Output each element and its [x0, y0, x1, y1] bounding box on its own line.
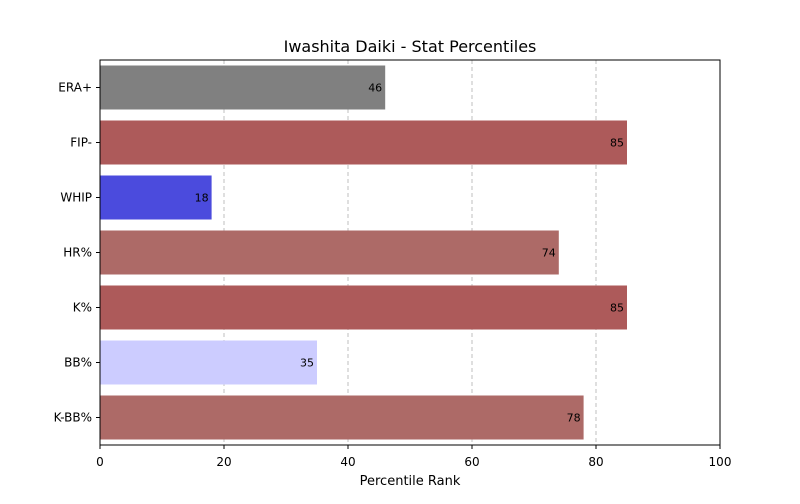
- y-tick-label: WHIP: [60, 191, 92, 205]
- chart-title: Iwashita Daiki - Stat Percentiles: [284, 37, 537, 56]
- bar-era: [100, 65, 386, 110]
- x-tick-label: 40: [340, 455, 355, 469]
- bar-value-label: 46: [368, 82, 382, 95]
- y-tick-label: K%: [73, 301, 92, 315]
- x-tick-label: 80: [588, 455, 603, 469]
- bar-value-label: 85: [610, 137, 624, 150]
- bar-bb: [100, 340, 317, 385]
- x-tick-label: 0: [96, 455, 104, 469]
- bar-fip: [100, 120, 627, 165]
- y-tick-label: ERA+: [58, 81, 92, 95]
- bar-value-label: 35: [300, 357, 314, 370]
- bar-k: [100, 285, 627, 330]
- x-tick-label: 100: [709, 455, 732, 469]
- x-axis-ticks: 0 20 40 60 80 100: [96, 445, 731, 469]
- bar-whip: [100, 175, 212, 220]
- y-axis-ticks: ERA+ FIP- WHIP HR% K% BB% K-BB%: [54, 81, 100, 425]
- bar-value-label: 85: [610, 302, 624, 315]
- bar-value-label: 78: [567, 412, 581, 425]
- x-tick-label: 20: [216, 455, 231, 469]
- bars: 46 85 18 74 85 35 78: [100, 65, 627, 440]
- bar-value-label: 18: [195, 192, 209, 205]
- y-tick-label: FIP-: [70, 136, 92, 150]
- bar-hr: [100, 230, 559, 275]
- y-tick-label: BB%: [64, 356, 92, 370]
- x-axis-label: Percentile Rank: [360, 474, 461, 489]
- bar-k-bb: [100, 395, 584, 440]
- y-tick-label: HR%: [63, 246, 92, 260]
- x-tick-label: 60: [464, 455, 479, 469]
- bar-value-label: 74: [542, 247, 556, 260]
- y-tick-label: K-BB%: [54, 411, 92, 425]
